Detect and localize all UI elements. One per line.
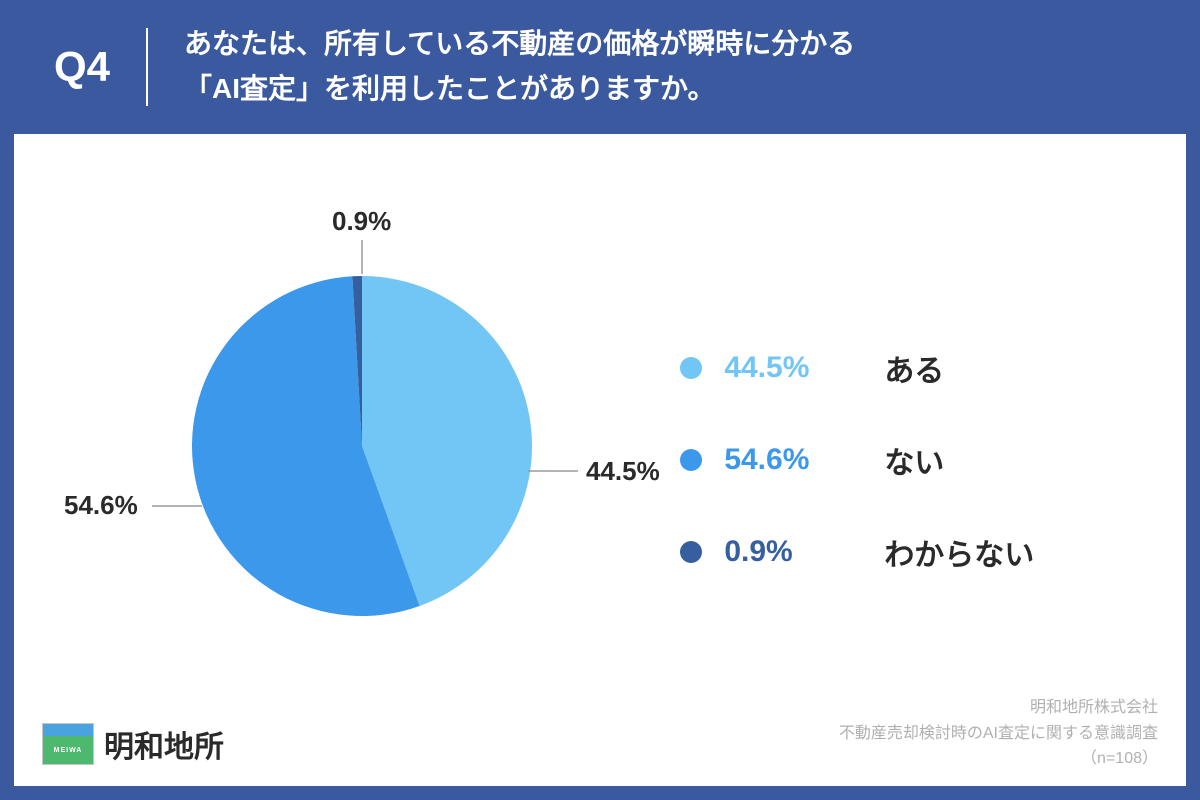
pie-wrap: 0.9%44.5%54.6% (192, 276, 532, 616)
question-text: あなたは、所有している不動産の価格が瞬時に分かる 「AI査定」を利用したことがあ… (184, 22, 855, 112)
pie-slices (192, 276, 532, 616)
legend-label: わからない (884, 530, 1034, 574)
legend-dot-icon (680, 449, 702, 471)
legend-label: ある (884, 346, 944, 390)
legend-percent: 0.9% (724, 535, 884, 569)
callout-label: 44.5% (586, 456, 660, 486)
legend-row: 54.6%ない (680, 438, 1186, 482)
footer: MEIWA 明和地所 明和地所株式会社 不動産売却検討時のAI査定に関する意識調… (14, 690, 1186, 786)
logo-mark-text: MEIWA (54, 747, 83, 754)
company-logo: MEIWA 明和地所 (42, 722, 224, 772)
legend-percent: 44.5% (724, 351, 884, 385)
legend-dot-icon (680, 541, 702, 563)
legend-label: ない (884, 438, 944, 482)
logo-mark-icon: MEIWA (42, 723, 94, 765)
callout-label: 54.6% (64, 490, 138, 520)
company-name: 明和地所 (104, 722, 224, 766)
footer-meta: 明和地所株式会社 不動産売却検討時のAI査定に関する意識調査 （n=108） (839, 695, 1158, 772)
legend-dot-icon (680, 357, 702, 379)
chart-area: 0.9% 44.5% 54.6% (14, 134, 670, 786)
chart-body: 0.9%44.5%54.6% 44.5%ある54.6%ない0.9%わからない M… (14, 134, 1186, 786)
legend-row: 0.9%わからない (680, 530, 1186, 574)
header-divider (146, 28, 148, 106)
question-header: Q4 あなたは、所有している不動産の価格が瞬時に分かる 「AI査定」を利用したこ… (0, 0, 1200, 134)
page-root: Q4 あなたは、所有している不動産の価格が瞬時に分かる 「AI査定」を利用したこ… (0, 0, 1200, 800)
legend-percent: 54.6% (724, 443, 884, 477)
pie-chart: 0.9%44.5%54.6% (192, 276, 532, 616)
callout-label: 0.9% (332, 206, 391, 236)
legend-row: 44.5%ある (680, 346, 1186, 390)
legend: 44.5%ある 54.6%ない 0.9%わからない (670, 134, 1186, 786)
question-number: Q4 (54, 43, 146, 91)
